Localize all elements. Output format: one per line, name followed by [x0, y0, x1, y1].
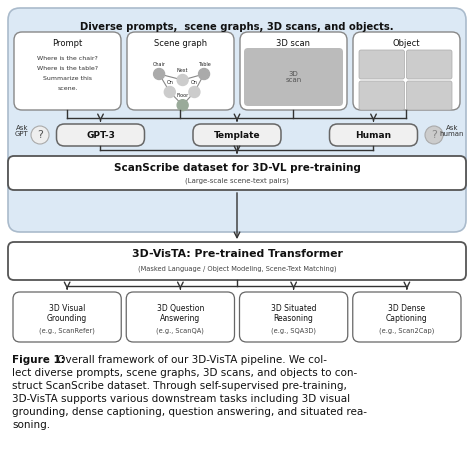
- Text: (e.g., Scan2Cap): (e.g., Scan2Cap): [379, 327, 435, 334]
- Text: On: On: [191, 80, 198, 85]
- Text: 3D Question: 3D Question: [157, 304, 204, 313]
- Circle shape: [425, 126, 443, 144]
- Text: (e.g., ScanQA): (e.g., ScanQA): [156, 327, 204, 334]
- Circle shape: [177, 99, 188, 111]
- Text: Object: Object: [393, 39, 420, 48]
- Text: 3D-VisTA: Pre-trained Transformer: 3D-VisTA: Pre-trained Transformer: [132, 249, 342, 259]
- Text: Figure 1:: Figure 1:: [12, 355, 65, 365]
- Circle shape: [154, 69, 164, 79]
- Text: Ask
GPT: Ask GPT: [15, 125, 29, 138]
- Text: 3D Situated: 3D Situated: [271, 304, 316, 313]
- Text: ?: ?: [37, 130, 43, 140]
- Text: Reasoning: Reasoning: [273, 314, 314, 323]
- Text: Table: Table: [198, 62, 210, 67]
- Circle shape: [189, 87, 200, 98]
- FancyBboxPatch shape: [407, 81, 452, 110]
- Text: 3D Visual: 3D Visual: [49, 304, 85, 313]
- Text: Template: Template: [214, 130, 260, 139]
- Text: Ask
human: Ask human: [440, 125, 464, 138]
- Text: lect diverse prompts, scene graphs, 3D scans, and objects to con-: lect diverse prompts, scene graphs, 3D s…: [12, 368, 357, 378]
- Circle shape: [199, 69, 210, 79]
- FancyBboxPatch shape: [127, 32, 234, 110]
- FancyBboxPatch shape: [240, 32, 347, 110]
- Circle shape: [177, 75, 188, 86]
- FancyBboxPatch shape: [193, 124, 281, 146]
- Text: GPT-3: GPT-3: [86, 130, 115, 139]
- Text: soning.: soning.: [12, 420, 50, 430]
- Text: Floor: Floor: [176, 93, 189, 98]
- Text: (e.g., ScanRefer): (e.g., ScanRefer): [39, 327, 95, 334]
- FancyBboxPatch shape: [239, 292, 348, 342]
- Text: Answering: Answering: [160, 314, 201, 323]
- Text: ScanScribe dataset for 3D-VL pre-training: ScanScribe dataset for 3D-VL pre-trainin…: [114, 163, 360, 173]
- Text: Scene graph: Scene graph: [154, 39, 207, 48]
- FancyBboxPatch shape: [14, 32, 121, 110]
- Text: (Large-scale scene-text pairs): (Large-scale scene-text pairs): [185, 178, 289, 184]
- FancyBboxPatch shape: [353, 32, 460, 110]
- Text: Overall framework of our 3D-VisTA pipeline. We col-: Overall framework of our 3D-VisTA pipeli…: [54, 355, 327, 365]
- FancyBboxPatch shape: [353, 292, 461, 342]
- Text: struct ScanScribe dataset. Through self-supervised pre-training,: struct ScanScribe dataset. Through self-…: [12, 381, 347, 391]
- Text: Prompt: Prompt: [52, 39, 82, 48]
- FancyBboxPatch shape: [407, 50, 452, 79]
- FancyBboxPatch shape: [8, 8, 466, 232]
- Text: scene.: scene.: [57, 86, 78, 91]
- Text: Where is the chair?: Where is the chair?: [37, 56, 98, 61]
- Text: 3D
scan: 3D scan: [285, 70, 301, 83]
- FancyBboxPatch shape: [359, 50, 404, 79]
- FancyBboxPatch shape: [244, 48, 343, 106]
- Circle shape: [164, 87, 175, 98]
- Text: grounding, dense captioning, question answering, and situated rea-: grounding, dense captioning, question an…: [12, 407, 367, 417]
- FancyBboxPatch shape: [56, 124, 145, 146]
- Text: (Masked Language / Object Modeling, Scene-Text Matching): (Masked Language / Object Modeling, Scen…: [137, 266, 337, 272]
- Text: Chair: Chair: [153, 62, 165, 67]
- Text: Next: Next: [177, 68, 188, 73]
- FancyBboxPatch shape: [13, 292, 121, 342]
- Text: Captioning: Captioning: [386, 314, 428, 323]
- Text: Summarize this: Summarize this: [43, 76, 92, 81]
- Text: 3D-VisTA supports various downstream tasks including 3D visual: 3D-VisTA supports various downstream tas…: [12, 394, 350, 404]
- Text: Where is the table?: Where is the table?: [37, 66, 98, 71]
- Text: 3D scan: 3D scan: [276, 39, 310, 48]
- Text: ?: ?: [431, 130, 437, 140]
- Text: (e.g., SQA3D): (e.g., SQA3D): [271, 327, 316, 334]
- Text: Grounding: Grounding: [47, 314, 87, 323]
- FancyBboxPatch shape: [126, 292, 235, 342]
- Text: Diverse prompts,  scene graphs, 3D scans, and objects.: Diverse prompts, scene graphs, 3D scans,…: [80, 22, 394, 32]
- FancyBboxPatch shape: [8, 156, 466, 190]
- FancyBboxPatch shape: [329, 124, 418, 146]
- FancyBboxPatch shape: [359, 81, 404, 110]
- Text: Human: Human: [356, 130, 392, 139]
- FancyBboxPatch shape: [8, 242, 466, 280]
- Text: 3D Dense: 3D Dense: [388, 304, 426, 313]
- Circle shape: [31, 126, 49, 144]
- Text: On: On: [166, 80, 173, 85]
